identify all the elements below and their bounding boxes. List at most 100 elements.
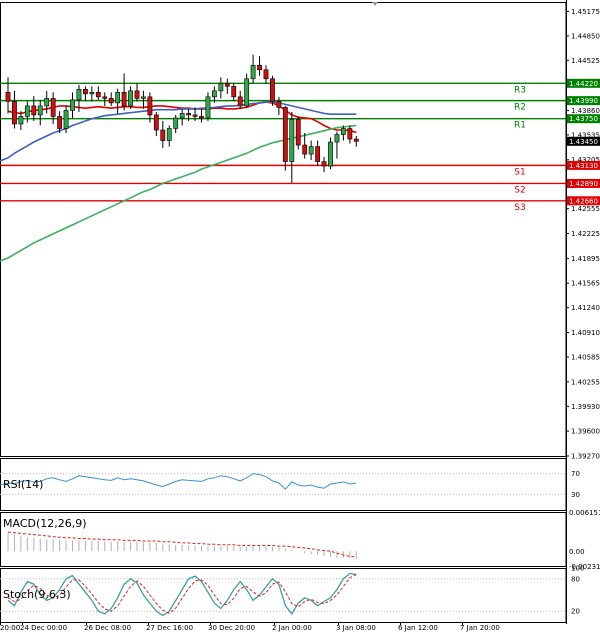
candle-bearish [147, 96, 153, 116]
candle-bearish [302, 144, 308, 155]
candle-bullish [289, 119, 295, 162]
candle-bearish [353, 138, 359, 142]
stoch-tick-label: 100 [571, 565, 584, 573]
pane-frame-stoch [0, 568, 567, 623]
candle-bearish [153, 114, 159, 131]
rsi-label: RSI(14) [3, 478, 43, 491]
level-box-r1 [567, 114, 600, 124]
price-tick-label: 1.42555 [571, 205, 600, 213]
level-label-r3: R3 [514, 85, 526, 95]
candle-bearish [95, 92, 101, 98]
candle-bearish [12, 101, 17, 125]
candle-bearish [160, 129, 166, 141]
level-value-s2: 1.42890 [569, 180, 598, 188]
candle-bullish [340, 128, 346, 135]
candle-bullish [18, 116, 24, 125]
x-tick-label: 24 Dec 00:00 [20, 624, 67, 632]
candle-bullish [328, 141, 333, 167]
candle-bearish [108, 98, 114, 104]
rsi-line-extension [0, 482, 9, 486]
pane-frame-main [0, 2, 567, 457]
price-tick-label: 1.42225 [571, 230, 600, 238]
x-tick-label: 6 Jan 12:00 [398, 624, 438, 632]
price-tick-label: 1.44850 [571, 32, 600, 40]
candle-bullish [70, 99, 75, 111]
price-tick-label: 1.45175 [571, 8, 600, 16]
x-tick-label: 30 Dec 20:00 [208, 624, 255, 632]
candle-bullish [166, 128, 172, 141]
candle-bullish [89, 92, 95, 95]
x-tick-label: 20:00 [0, 624, 20, 632]
candle-bullish [63, 110, 69, 129]
candle-bearish [134, 90, 140, 99]
candle-bearish [321, 161, 327, 167]
level-label-s1: S1 [514, 167, 525, 177]
candle-bearish [5, 92, 11, 102]
price-tick-label: 1.41895 [571, 255, 600, 263]
moving-average-slow-extension [0, 257, 9, 262]
candle-bearish [121, 92, 127, 107]
level-box-s2 [567, 178, 600, 188]
candle-bullish [128, 90, 133, 107]
rsi-tick-label: 70 [571, 470, 580, 478]
candle-bearish [263, 69, 269, 80]
candle-bullish [76, 89, 82, 101]
x-tick-label: 26 Dec 08:00 [84, 624, 131, 632]
candle-bearish [231, 86, 237, 98]
candle-bullish [24, 105, 30, 117]
candle-bearish [192, 114, 198, 117]
price-tick-label: 1.41565 [571, 280, 600, 288]
level-value-s3: 1.42660 [569, 197, 598, 205]
candle-bearish [270, 78, 275, 102]
current-price-label: 1.43450 [569, 138, 598, 146]
price-tick-label: 1.44525 [571, 57, 600, 65]
stoch-label: Stoch(9,6,3) [3, 588, 71, 601]
price-tick-label: 1.40910 [571, 329, 600, 337]
scroll-marker-icon [372, 2, 378, 6]
level-box-r3 [567, 78, 600, 88]
macd-tick-label: 0.006151 [569, 509, 600, 517]
candle-bearish [102, 96, 108, 99]
level-value-s1: 1.43130 [569, 162, 598, 170]
candle-bearish [199, 116, 204, 119]
level-label-s2: S2 [514, 185, 525, 195]
stoch-tick-label: 20 [571, 608, 580, 616]
macd-label: MACD(12,26,9) [3, 517, 87, 530]
stoch-main-line [7, 572, 357, 617]
candle-bullish [308, 146, 314, 155]
macd-tick-label: 0.00 [569, 548, 585, 556]
x-tick-label: 3 Jan 08:00 [336, 624, 376, 632]
candle-bullish [250, 64, 256, 80]
candle-bearish [186, 113, 191, 116]
level-label-s3: S3 [514, 203, 525, 213]
level-label-r1: R1 [514, 121, 526, 131]
price-tick-label: 1.43860 [571, 107, 600, 115]
candle-bearish [83, 89, 88, 95]
candle-bearish [282, 107, 288, 162]
candle-bullish [334, 134, 340, 143]
price-tick-label: 1.39600 [571, 428, 600, 436]
candle-bearish [315, 146, 320, 162]
price-tick-label: 1.39270 [571, 453, 600, 461]
candle-bullish [218, 83, 224, 92]
candle-bullish [179, 113, 185, 119]
candle-bearish [276, 101, 282, 108]
candle-bullish [244, 78, 250, 107]
level-box-s1 [567, 160, 600, 170]
level-value-r2: 1.43990 [569, 97, 598, 105]
price-tick-label: 1.43205 [571, 156, 600, 164]
candle-bearish [257, 64, 262, 71]
price-tick-label: 1.41240 [571, 304, 600, 312]
candle-bearish [237, 96, 243, 107]
level-box-r2 [567, 96, 600, 106]
macd-tick-label: -0.002318 [569, 563, 600, 571]
level-label-r2: R2 [514, 103, 526, 113]
candle-bearish [224, 83, 230, 87]
candle-bullish [205, 96, 211, 119]
macd-signal-line [7, 531, 357, 558]
rsi-line [7, 473, 357, 490]
stoch-tick-label: 80 [571, 575, 580, 583]
level-box-s3 [567, 196, 600, 206]
price-tick-label: 1.40585 [571, 353, 600, 361]
